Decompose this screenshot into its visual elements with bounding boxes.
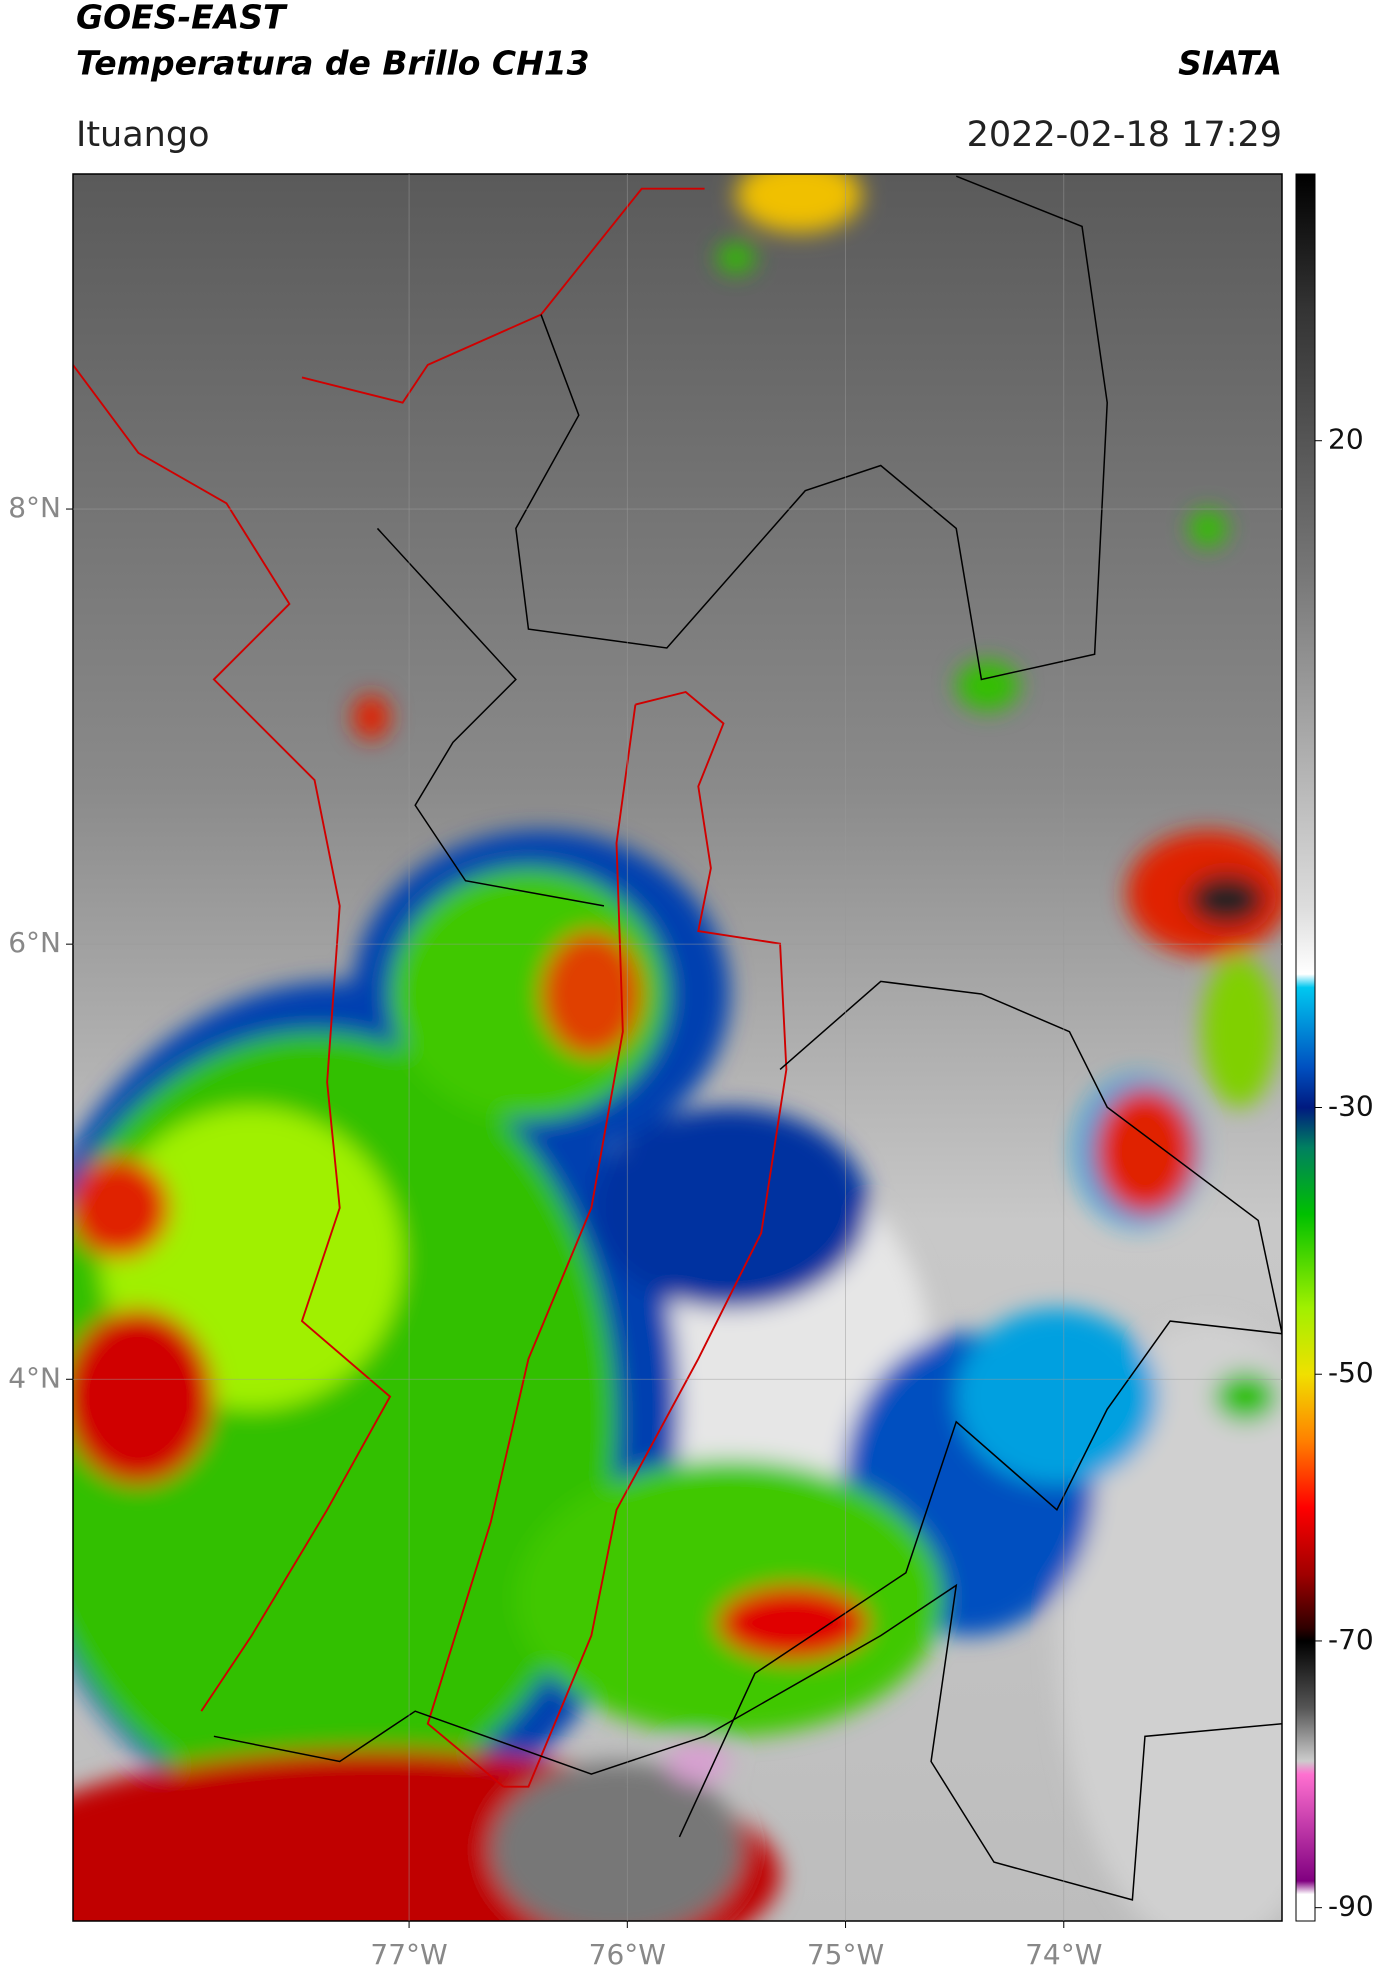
- x-tick-label: 75°W: [807, 1938, 884, 1971]
- x-tick-label: 74°W: [1025, 1938, 1102, 1971]
- colorbar-tick-label: -50: [1328, 1356, 1374, 1389]
- cloud-field: [73, 174, 1282, 1921]
- colorbar-tick-label: -30: [1328, 1090, 1374, 1123]
- title: GOES-EAST: [76, 0, 288, 37]
- x-tick-label: 77°W: [370, 1938, 447, 1971]
- datetime: 2022-02-18 17:29: [967, 115, 1282, 155]
- source: SIATA: [1178, 44, 1282, 83]
- location: Ituango: [76, 115, 210, 155]
- colorbar-tick-label: 20: [1328, 423, 1364, 456]
- y-tick-label: 8°N: [8, 491, 61, 524]
- map-frame: [72, 173, 1283, 1922]
- y-tick-label: 6°N: [8, 926, 61, 959]
- satellite-image: [73, 174, 1282, 1921]
- borders: [73, 175, 1282, 1901]
- colorbar-tick-label: -70: [1328, 1623, 1374, 1656]
- colorbar: [1295, 173, 1316, 1922]
- x-tick-label: 76°W: [589, 1938, 666, 1971]
- y-tick-label: 4°N: [8, 1361, 61, 1394]
- colorbar-tick-label: -90: [1328, 1890, 1374, 1923]
- subtitle: Temperatura de Brillo CH13: [76, 44, 590, 83]
